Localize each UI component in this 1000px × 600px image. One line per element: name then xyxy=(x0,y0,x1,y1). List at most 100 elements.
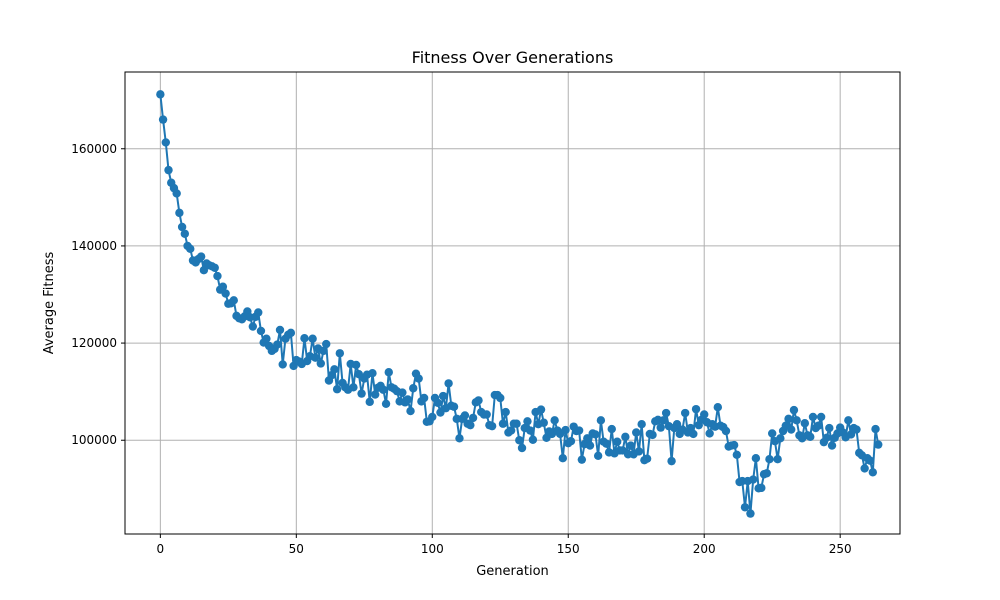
x-tick-label: 200 xyxy=(693,542,716,556)
plot-frame xyxy=(124,71,901,535)
data-point xyxy=(852,425,861,434)
data-point xyxy=(406,406,415,416)
data-point xyxy=(254,308,263,317)
data-point xyxy=(403,395,413,404)
data-point xyxy=(536,405,546,414)
data-point xyxy=(512,419,521,428)
data-point xyxy=(814,421,823,430)
data-point xyxy=(528,435,538,444)
data-point xyxy=(585,441,595,450)
y-tick-label: 120000 xyxy=(71,336,117,350)
data-point xyxy=(349,383,358,392)
data-point xyxy=(583,434,592,443)
data-point xyxy=(596,416,606,425)
y-tick-label: 140000 xyxy=(71,239,117,253)
data-point xyxy=(816,412,826,422)
data-point xyxy=(414,374,423,383)
data-point xyxy=(700,410,709,419)
data-point xyxy=(229,296,238,305)
data-point xyxy=(844,416,853,425)
data-point xyxy=(455,434,464,443)
data-point xyxy=(330,365,339,374)
data-point xyxy=(164,165,173,175)
data-point xyxy=(550,416,559,425)
data-point xyxy=(591,430,600,439)
data-point xyxy=(460,411,470,420)
data-point xyxy=(428,412,437,422)
data-point xyxy=(871,424,880,434)
x-tick-label: 150 xyxy=(557,542,580,556)
data-point xyxy=(846,430,856,439)
data-point xyxy=(286,328,296,338)
data-point xyxy=(156,90,165,99)
data-point xyxy=(732,450,742,460)
data-point xyxy=(501,407,510,417)
data-point xyxy=(517,443,527,453)
data-point xyxy=(751,454,761,463)
data-point xyxy=(496,393,505,403)
data-point xyxy=(827,441,837,450)
data-point xyxy=(218,282,228,291)
data-point xyxy=(593,451,603,460)
data-point xyxy=(806,432,815,442)
data-point xyxy=(632,428,641,437)
data-point xyxy=(158,115,168,124)
data-point xyxy=(792,416,801,425)
data-point xyxy=(419,393,429,403)
data-point xyxy=(612,437,622,446)
data-point xyxy=(800,419,810,428)
data-point xyxy=(602,439,611,448)
data-point xyxy=(621,432,630,442)
data-point xyxy=(180,229,190,238)
data-point xyxy=(487,421,497,431)
data-point xyxy=(740,503,750,512)
data-point xyxy=(474,396,483,405)
grid-lines xyxy=(125,72,900,534)
data-point xyxy=(262,334,271,343)
data-point xyxy=(566,437,576,446)
data-point xyxy=(523,417,532,426)
data-point xyxy=(248,322,258,331)
data-point xyxy=(561,425,570,435)
data-point xyxy=(626,441,635,450)
data-point xyxy=(332,385,342,394)
data-point xyxy=(351,360,361,370)
data-point xyxy=(498,419,508,428)
data-point xyxy=(444,379,453,388)
data-point xyxy=(300,334,309,343)
y-tick-label: 160000 xyxy=(71,142,117,156)
data-point xyxy=(767,429,777,438)
data-point xyxy=(357,389,366,398)
data-point xyxy=(773,454,782,464)
data-point xyxy=(177,222,187,232)
data-point xyxy=(161,138,170,147)
data-point xyxy=(221,289,230,298)
data-point xyxy=(822,433,831,443)
x-tick-label: 0 xyxy=(157,542,165,556)
data-point xyxy=(637,420,646,429)
x-tick-label: 50 xyxy=(289,542,304,556)
data-point xyxy=(808,412,818,422)
y-tick-label: 100000 xyxy=(71,433,117,447)
data-point xyxy=(789,405,799,415)
chart-title: Fitness Over Generations xyxy=(412,48,614,67)
data-point xyxy=(672,420,682,429)
data-point xyxy=(384,368,393,377)
data-point xyxy=(860,464,869,473)
data-point xyxy=(308,334,317,343)
data-point xyxy=(482,410,491,419)
data-point xyxy=(525,426,535,435)
data-point xyxy=(634,447,644,456)
data-point xyxy=(574,426,584,435)
x-axis: 0 50 100 150 200 250 xyxy=(157,534,852,556)
data-point xyxy=(667,456,676,466)
data-point xyxy=(438,391,448,401)
data-point xyxy=(607,424,616,434)
data-point xyxy=(275,325,285,335)
data-point xyxy=(506,426,516,435)
x-axis-label: Generation xyxy=(476,564,549,579)
data-point xyxy=(210,263,219,272)
data-point xyxy=(825,423,834,433)
data-point xyxy=(762,469,771,478)
data-point xyxy=(368,369,377,378)
